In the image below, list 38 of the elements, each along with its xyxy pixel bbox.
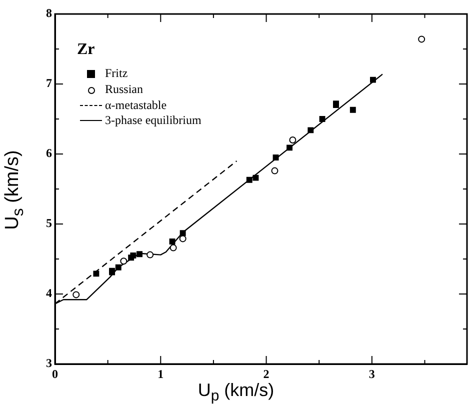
point — [169, 238, 176, 244]
x-tick-label: 0 — [52, 367, 58, 382]
x-tick-label: 2 — [263, 367, 270, 382]
x-tick-label: 3 — [368, 367, 375, 382]
legend-label: α-metastable — [105, 98, 167, 112]
point — [72, 291, 80, 298]
y-tick-label: 7 — [46, 76, 52, 90]
y-tick-label: 8 — [46, 6, 52, 20]
point — [170, 244, 177, 252]
point — [286, 144, 292, 151]
point — [308, 127, 314, 134]
x-axis-title: U$_{p}$ (km/s) — [196, 380, 276, 405]
point — [179, 235, 186, 242]
point — [350, 106, 356, 113]
point — [272, 154, 279, 160]
point — [120, 258, 128, 265]
annotation: Zr — [77, 41, 95, 58]
y-tick-label: 3 — [46, 356, 52, 370]
point — [115, 264, 122, 270]
point — [289, 136, 296, 144]
point — [319, 116, 326, 122]
legend-label: 3-phase equilibrium — [105, 112, 202, 126]
point — [271, 167, 278, 174]
y-tick-label: 6 — [46, 146, 52, 160]
point — [246, 176, 252, 183]
y-tick-label: 4 — [46, 286, 52, 300]
point — [146, 251, 154, 258]
y-tick-label: 5 — [46, 216, 52, 230]
point — [418, 36, 426, 43]
x-tick-label: 1 — [158, 367, 164, 382]
point — [370, 76, 376, 83]
point — [130, 252, 136, 258]
point — [252, 174, 259, 181]
point — [93, 270, 100, 277]
point — [136, 251, 142, 258]
legend-label: Fritz — [105, 66, 128, 80]
point — [180, 230, 186, 236]
legend-label: Russian — [105, 82, 144, 96]
